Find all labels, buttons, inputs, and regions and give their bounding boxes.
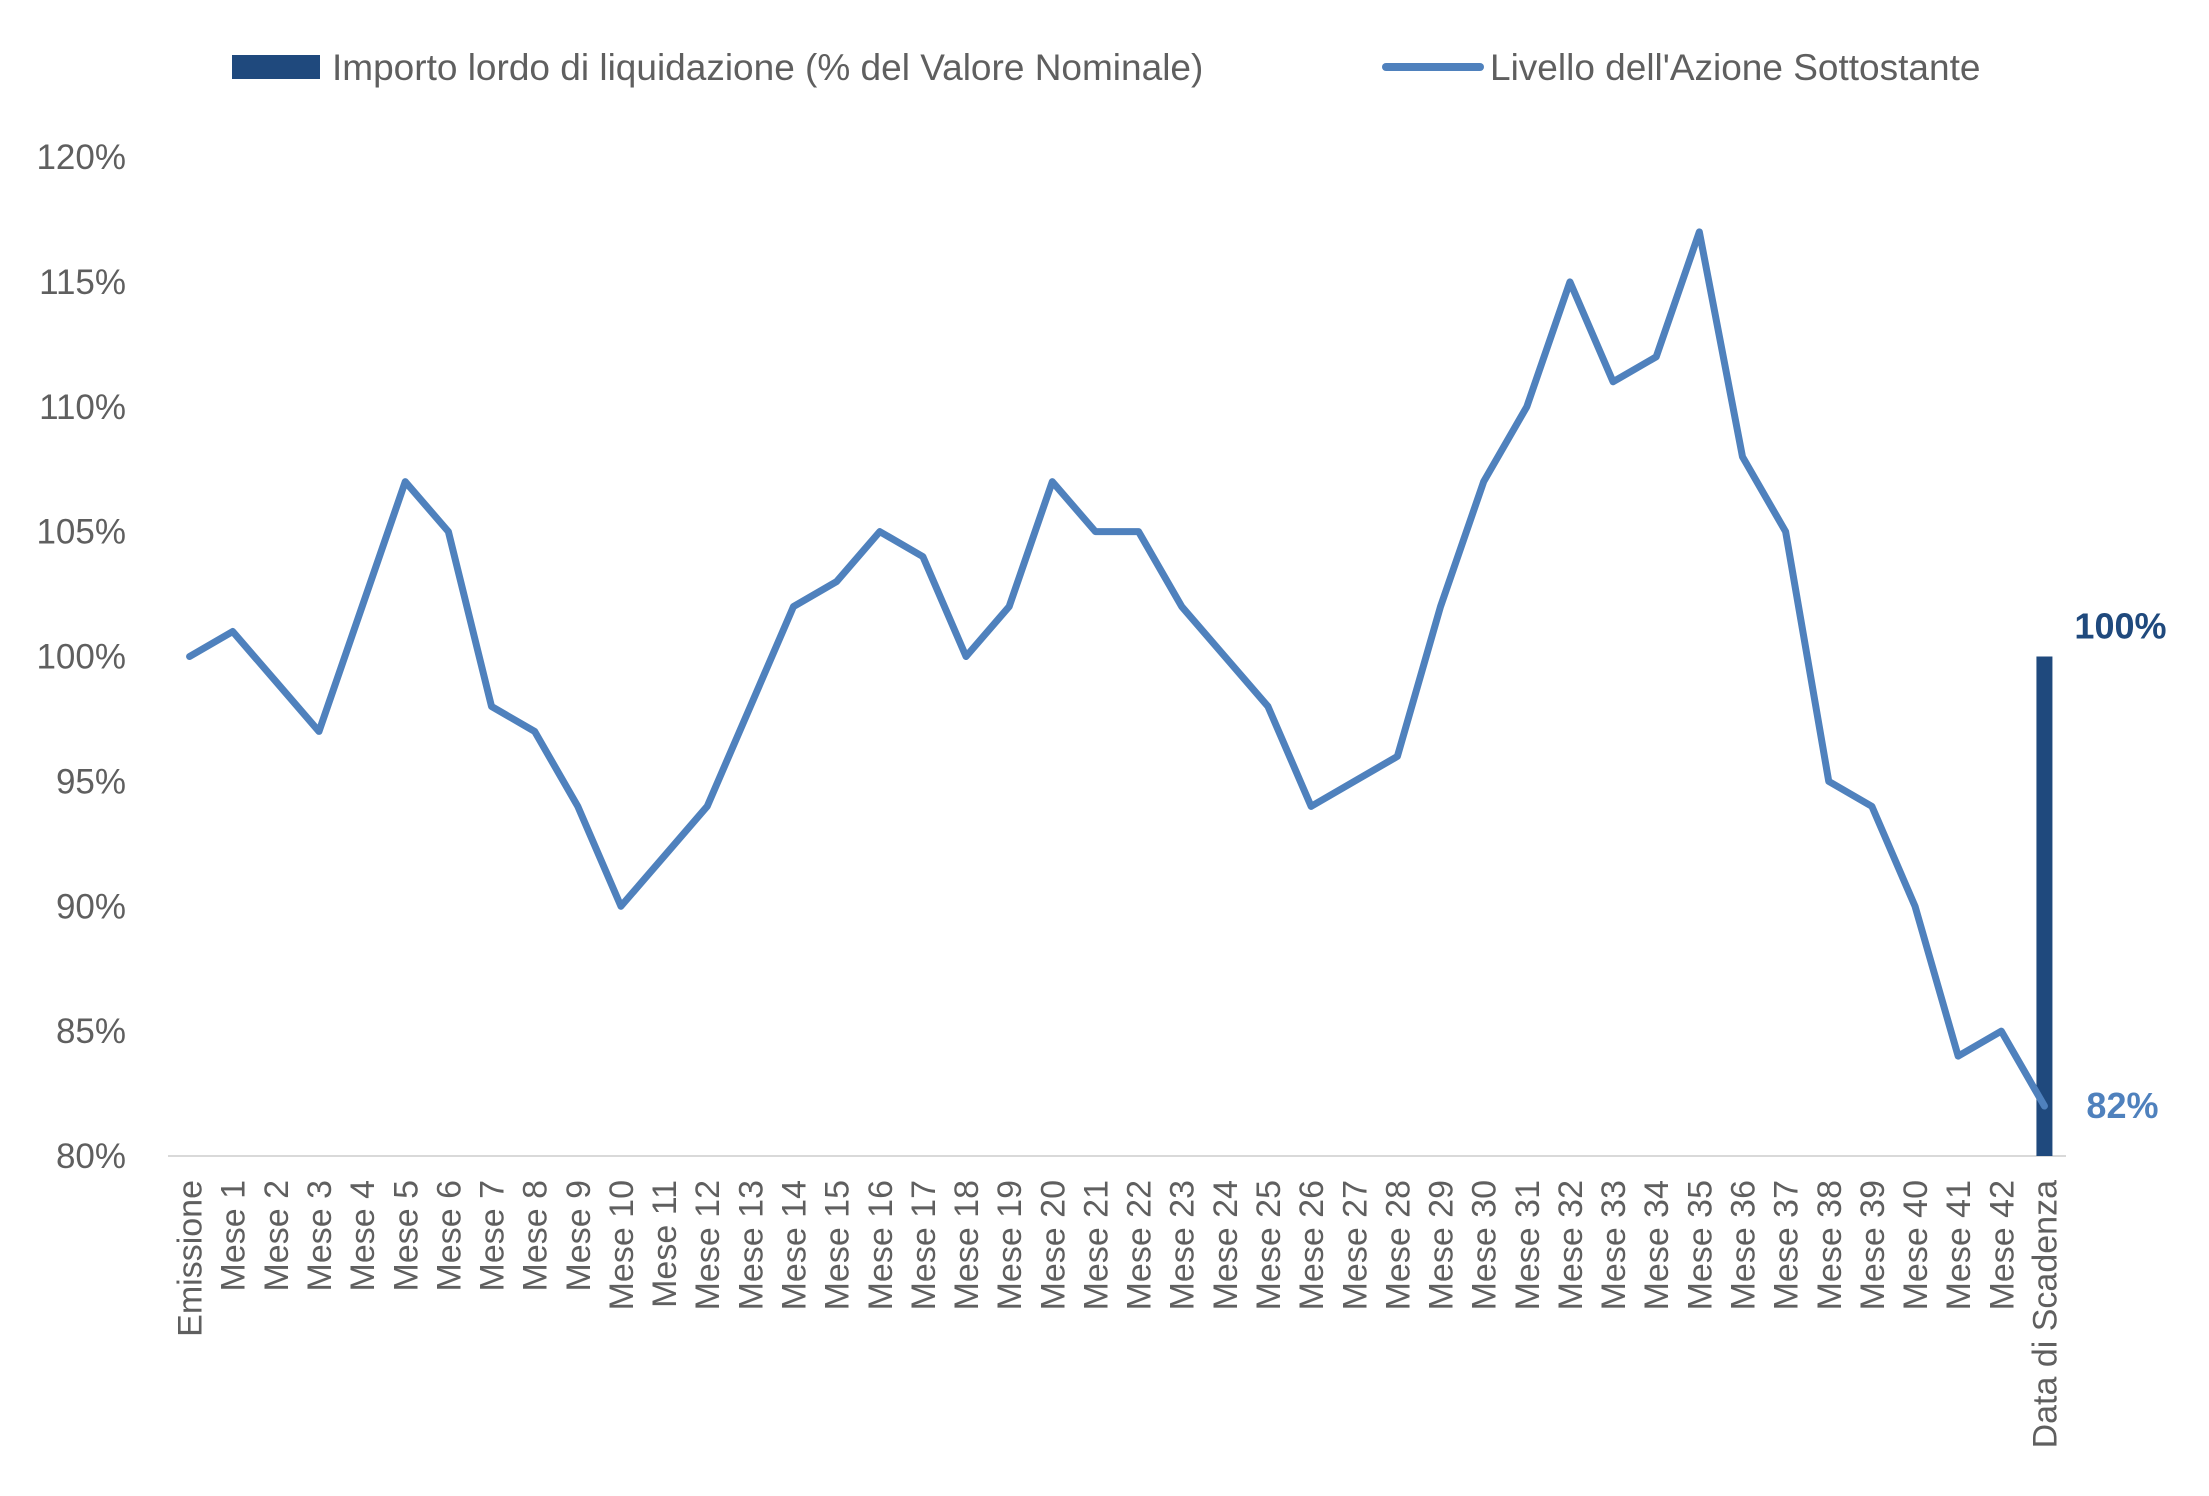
x-tick-label: Mese 40 (1897, 1180, 1935, 1310)
x-tick-label: Mese 34 (1638, 1180, 1676, 1310)
y-tick-label: 80% (56, 1137, 126, 1176)
legend: Importo lordo di liquidazione (% del Val… (232, 47, 1980, 88)
x-tick-label: Mese 32 (1552, 1180, 1590, 1310)
y-tick-label: 100% (36, 638, 126, 677)
x-tick-label: Mese 6 (430, 1180, 468, 1292)
legend-label-bar: Importo lordo di liquidazione (% del Val… (332, 47, 1203, 88)
x-tick-label: Emissione (172, 1180, 210, 1337)
plot-area (186, 228, 2053, 1156)
y-tick-label: 120% (36, 138, 126, 177)
y-tick-label: 110% (39, 388, 126, 427)
x-tick-label: Data di Scadenza (2026, 1180, 2064, 1448)
x-tick-label: Mese 10 (603, 1180, 641, 1310)
x-tick-label: Mese 16 (862, 1180, 900, 1310)
x-tick-label: Mese 7 (474, 1180, 512, 1292)
series-line (186, 228, 2048, 1110)
x-tick-label: Mese 18 (948, 1180, 986, 1310)
x-tick-label: Mese 38 (1811, 1180, 1849, 1310)
x-tick-label: Mese 15 (819, 1180, 857, 1310)
bar-data-label: 100% (2074, 606, 2166, 647)
x-tick-label: Mese 19 (991, 1180, 1029, 1310)
legend-swatch-bar (232, 55, 320, 79)
x-tick-label: Mese 9 (560, 1180, 598, 1292)
x-tick-label: Mese 37 (1768, 1180, 1806, 1310)
x-tick-label: Mese 25 (1250, 1180, 1288, 1310)
x-tick-label: Mese 39 (1854, 1180, 1892, 1310)
y-axis: 80% 85% 90% 95% 100% 105% 110% 115% 120% (36, 138, 126, 1176)
x-tick-label: Mese 8 (517, 1180, 555, 1292)
x-tick-label: Mese 2 (258, 1180, 296, 1292)
x-tick-label: Mese 28 (1379, 1180, 1417, 1310)
x-tick-label: Mese 11 (646, 1180, 684, 1308)
x-tick-label: Mese 17 (905, 1180, 943, 1310)
x-tick-label: Mese 41 (1940, 1180, 1978, 1310)
x-tick-label: Mese 5 (387, 1180, 425, 1292)
x-tick-label: Mese 22 (1121, 1180, 1159, 1310)
y-tick-label: 95% (56, 762, 126, 801)
y-tick-label: 105% (36, 513, 126, 552)
legend-label-line: Livello dell'Azione Sottostante (1490, 47, 1980, 88)
x-tick-label: Mese 13 (732, 1180, 770, 1310)
bar (2036, 656, 2053, 1156)
x-tick-label: Mese 42 (1983, 1180, 2021, 1310)
x-tick-label: Mese 33 (1595, 1180, 1633, 1310)
line-data-label: 82% (2086, 1085, 2158, 1126)
x-tick-label: Mese 35 (1681, 1180, 1719, 1310)
y-tick-label: 115% (39, 263, 126, 302)
x-tick-label: Mese 31 (1509, 1180, 1547, 1310)
x-tick-label: Mese 12 (689, 1180, 727, 1310)
x-tick-label: Mese 24 (1207, 1180, 1245, 1310)
x-tick-label: Mese 23 (1164, 1180, 1202, 1310)
y-tick-label: 85% (56, 1012, 126, 1051)
x-tick-label: Mese 30 (1466, 1180, 1504, 1310)
x-tick-label: Mese 36 (1724, 1180, 1762, 1310)
x-tick-label: Mese 14 (775, 1180, 813, 1310)
data-labels: 100% 82% (2074, 606, 2166, 1127)
x-tick-label: Mese 1 (215, 1180, 253, 1292)
x-tick-label: Mese 21 (1077, 1180, 1115, 1310)
x-tick-label: Mese 3 (301, 1180, 339, 1292)
x-tick-label: Mese 26 (1293, 1180, 1331, 1310)
x-tick-label: Mese 29 (1423, 1180, 1461, 1310)
x-tick-label: Mese 20 (1034, 1180, 1072, 1310)
x-tick-label: Mese 4 (344, 1180, 382, 1292)
y-tick-label: 90% (56, 887, 126, 926)
x-tick-label: Mese 27 (1336, 1180, 1374, 1310)
